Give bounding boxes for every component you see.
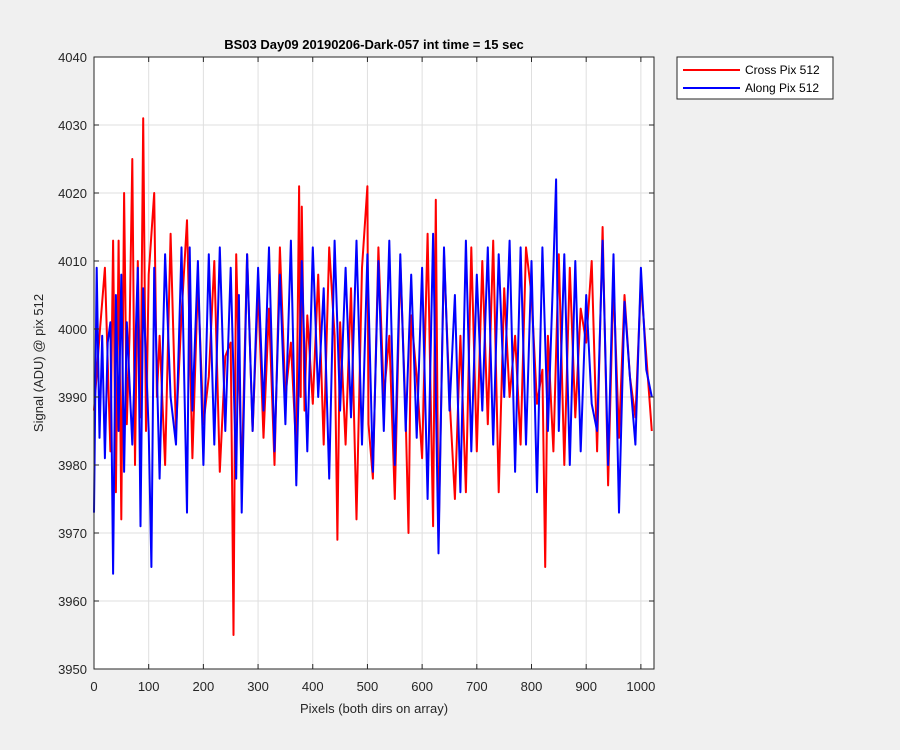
chart-title: BS03 Day09 20190206-Dark-057 int time = … [224,37,524,52]
x-tick-label: 0 [90,679,97,694]
plot-box [93,56,655,670]
legend-box [676,56,834,100]
series-layer [93,117,653,636]
y-axis-label: Signal (ADU) @ pix 512 [31,294,46,432]
x-tick-label: 500 [357,679,379,694]
series-line-along [93,178,653,575]
y-tick-label: 3950 [58,662,87,677]
y-tick-label: 3970 [58,526,87,541]
y-tick-label: 4020 [58,186,87,201]
x-tick-label: 800 [521,679,543,694]
x-tick-label: 300 [247,679,269,694]
y-tick-label: 3990 [58,390,87,405]
x-tick-label: 400 [302,679,324,694]
x-tick-label: 1000 [626,679,655,694]
y-tick-label: 4040 [58,50,87,65]
legend[interactable]: Cross Pix 512 Along Pix 512 [676,56,834,100]
y-tick-label: 3960 [58,594,87,609]
x-tick-label: 600 [411,679,433,694]
legend-label-cross: Cross Pix 512 [745,63,820,77]
legend-label-along: Along Pix 512 [745,81,819,95]
x-axis-label: Pixels (both dirs on array) [300,701,448,716]
axis-ticks: 0 100 200 300 400 500 600 700 800 900 1000 3950 3960… [58,50,655,694]
x-tick-label: 700 [466,679,488,694]
series-line-cross [93,117,653,636]
x-tick-label: 200 [193,679,215,694]
y-tick-label: 4010 [58,254,87,269]
x-tick-label: 100 [138,679,160,694]
y-tick-label: 4000 [58,322,87,337]
y-tick-label: 4030 [58,118,87,133]
y-tick-label: 3980 [58,458,87,473]
x-tick-label: 900 [575,679,597,694]
